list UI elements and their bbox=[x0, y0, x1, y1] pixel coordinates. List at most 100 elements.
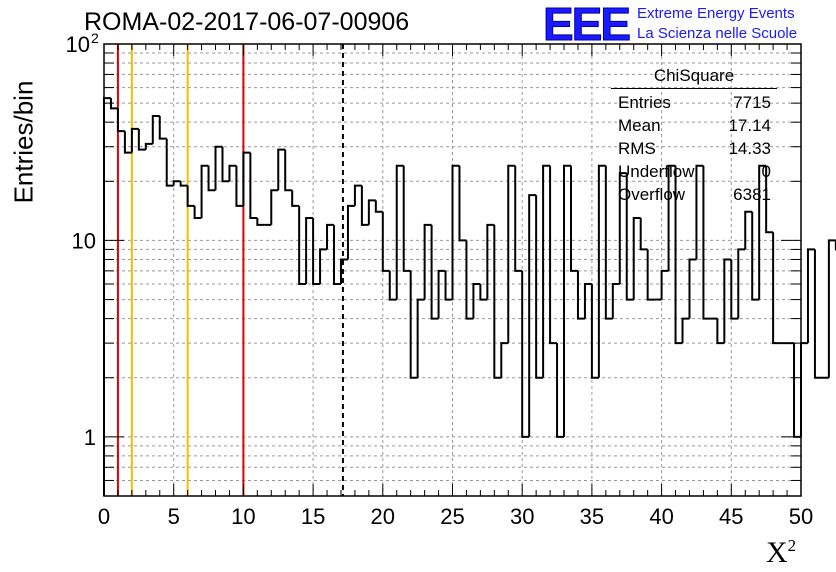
histogram-bar bbox=[660, 269, 669, 300]
histogram-bar bbox=[103, 97, 111, 496]
y-axis-label: Entries/bin bbox=[6, 81, 42, 204]
stats-row-underflow: Underflow 0 bbox=[611, 160, 777, 183]
histogram-bar bbox=[416, 298, 425, 378]
x-tick-label: 0 bbox=[98, 504, 110, 529]
histogram-bar bbox=[827, 239, 836, 378]
histogram-bar bbox=[381, 211, 390, 272]
histogram-bar bbox=[388, 270, 397, 301]
histogram-bar bbox=[514, 165, 523, 272]
histogram-bar bbox=[144, 142, 153, 150]
stats-value: 6381 bbox=[733, 185, 771, 204]
histogram-bar bbox=[249, 152, 258, 220]
y-tick-label: 10 bbox=[72, 228, 96, 253]
histogram-bar bbox=[472, 283, 481, 319]
histogram-bar bbox=[688, 258, 697, 319]
histogram-bar bbox=[270, 189, 279, 225]
histogram-bar bbox=[765, 165, 774, 234]
histogram-bar bbox=[695, 164, 704, 260]
histogram-bar bbox=[500, 342, 509, 378]
x-tick-label: 40 bbox=[649, 504, 673, 529]
brand-text: Extreme Energy Events La Scienza nelle S… bbox=[637, 4, 797, 44]
histogram-bar bbox=[256, 218, 265, 226]
histogram-bar bbox=[333, 224, 341, 286]
x-tick-label: 10 bbox=[231, 504, 255, 529]
marker-lines bbox=[116, 44, 344, 496]
histogram-bar bbox=[507, 164, 516, 344]
histogram-bar bbox=[542, 164, 551, 378]
histogram-bar bbox=[618, 172, 627, 285]
histogram-bar bbox=[200, 164, 209, 219]
histogram-bar bbox=[604, 165, 613, 320]
histogram-bar bbox=[451, 164, 460, 300]
histogram-bar bbox=[360, 185, 369, 226]
histogram-bar bbox=[493, 224, 502, 379]
eee-logo: EEE bbox=[543, 0, 632, 44]
stats-row-rms: RMS 14.33 bbox=[611, 137, 777, 160]
histogram-bar bbox=[479, 284, 488, 301]
histogram-bar bbox=[646, 249, 655, 301]
histogram-bar bbox=[228, 164, 237, 182]
histogram-bar bbox=[179, 181, 188, 187]
histogram-bar bbox=[430, 224, 439, 320]
logo-lettering: EEE bbox=[543, 0, 629, 44]
stats-label: Overflow bbox=[618, 185, 686, 204]
histogram-bar bbox=[458, 165, 467, 242]
stats-rows: Entries 7715 Mean 17.14 RMS 14.33 Underflow 0 Ov… bbox=[611, 91, 777, 206]
histogram-bar bbox=[374, 200, 383, 213]
histogram-bar bbox=[772, 232, 781, 345]
histogram-bar bbox=[346, 204, 355, 260]
histogram-bar bbox=[528, 194, 537, 437]
histogram-bar bbox=[625, 173, 634, 301]
histogram-bar bbox=[674, 165, 683, 345]
histogram-bar bbox=[681, 317, 690, 344]
histogram-bar bbox=[291, 190, 300, 207]
histogram-bar bbox=[305, 217, 314, 285]
histogram-bar bbox=[549, 165, 558, 345]
histogram-bar bbox=[423, 223, 432, 300]
y-axis-label-text: Entries/bin bbox=[8, 80, 39, 204]
histogram-bar bbox=[123, 131, 132, 154]
histogram-bar bbox=[130, 127, 139, 153]
histogram-bar bbox=[221, 146, 230, 183]
x-tick-label: 45 bbox=[719, 504, 743, 529]
y-tick-label: 10 bbox=[66, 32, 90, 57]
y-tick-label-exponent: 2 bbox=[91, 30, 99, 46]
histogram-bar bbox=[207, 165, 216, 192]
histogram-bar bbox=[465, 240, 474, 320]
histogram-bar bbox=[535, 195, 544, 379]
histogram-bar bbox=[737, 248, 746, 319]
histogram-bar bbox=[716, 318, 725, 345]
stats-value: 0 bbox=[761, 162, 771, 181]
x-axis-label: X2 bbox=[766, 536, 797, 569]
chart-title: ROMA-02-2017-06-07-00906 bbox=[84, 8, 410, 36]
histogram-bar bbox=[193, 205, 202, 220]
x-tick-label: 5 bbox=[168, 504, 180, 529]
histogram-bar bbox=[437, 269, 446, 319]
x-tick-label: 30 bbox=[510, 504, 534, 529]
histogram-bar bbox=[186, 185, 195, 207]
histogram-bar bbox=[730, 259, 739, 320]
stats-label: Entries bbox=[618, 93, 671, 112]
histogram-bar bbox=[109, 98, 118, 110]
histogram-bar bbox=[702, 165, 711, 320]
histogram-bar bbox=[667, 164, 676, 271]
histogram-bar bbox=[751, 211, 760, 301]
histogram-bar bbox=[242, 151, 251, 206]
histogram-bar bbox=[137, 128, 146, 151]
x-tick-label: 50 bbox=[789, 504, 813, 529]
histogram-bar bbox=[395, 164, 404, 300]
histogram-bar bbox=[151, 114, 160, 144]
histogram-bar bbox=[326, 223, 335, 250]
x-tick-label: 20 bbox=[371, 504, 395, 529]
histogram-bar bbox=[723, 258, 732, 344]
histogram-bar bbox=[235, 165, 244, 207]
histogram-bar bbox=[806, 248, 815, 344]
histogram-bar bbox=[744, 210, 753, 250]
histogram-bar bbox=[298, 205, 307, 286]
histogram-bar bbox=[172, 180, 181, 186]
histogram-bar bbox=[590, 284, 599, 379]
y-tick-label: 1 bbox=[84, 425, 96, 450]
histogram-bar bbox=[758, 164, 767, 300]
histogram-bar bbox=[444, 270, 453, 301]
